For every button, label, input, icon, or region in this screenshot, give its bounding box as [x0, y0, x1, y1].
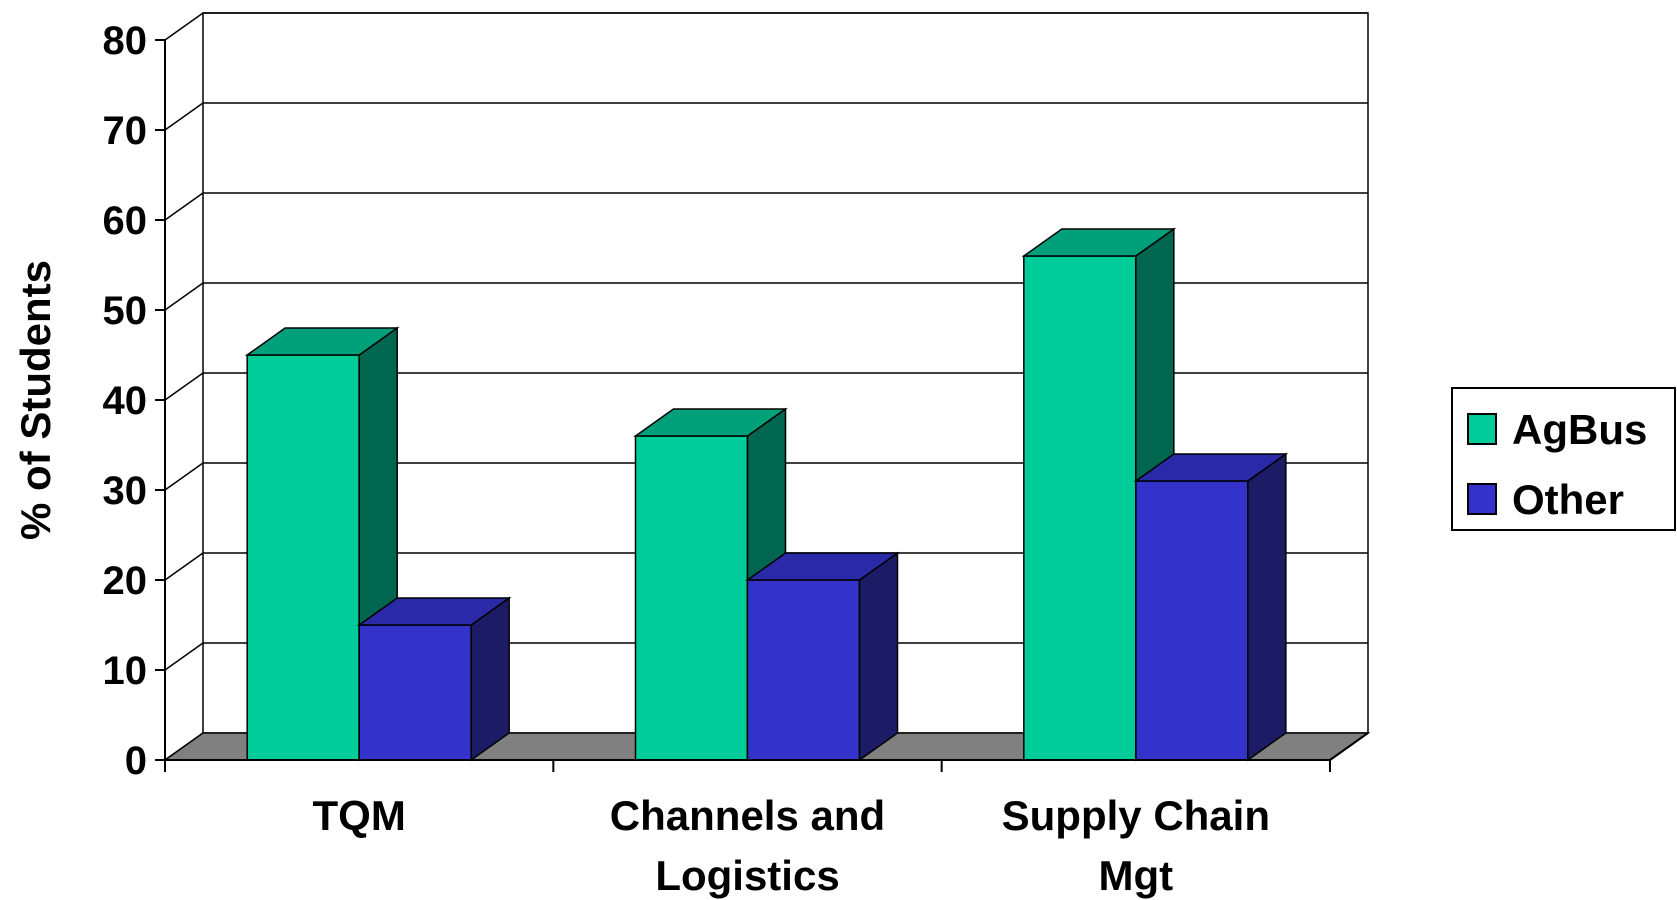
bar-front	[246, 354, 360, 761]
bar-front	[358, 624, 472, 761]
bar-front	[1023, 255, 1137, 761]
y-tick-label: 60	[103, 199, 148, 243]
gridline-side	[164, 282, 204, 311]
y-tick-label: 20	[103, 559, 148, 603]
bar-side	[858, 551, 899, 762]
y-axis-title: % of Students	[12, 260, 59, 540]
gridline-side	[164, 642, 204, 671]
gridline-side	[164, 12, 204, 41]
bar-top	[633, 408, 788, 437]
bar-top	[244, 327, 400, 356]
gridline-side	[164, 462, 204, 491]
y-tick-label: 30	[103, 469, 148, 513]
bars	[244, 227, 1289, 762]
bar-front	[1135, 480, 1249, 761]
bar-side	[470, 596, 510, 762]
y-tick-labels: 0 10 20 30 40 50 60 70 80	[103, 19, 148, 783]
y-tick-label: 40	[103, 379, 148, 423]
bar-front	[746, 579, 861, 761]
bar-front	[634, 435, 749, 761]
legend-swatch-other	[1467, 483, 1497, 515]
x-tick-label: TQM	[313, 792, 406, 839]
bar-top	[1021, 228, 1177, 257]
bar-top	[356, 597, 512, 626]
y-tick-label: 50	[103, 289, 148, 333]
bar-other-1	[745, 551, 900, 762]
gridline-side	[164, 552, 204, 581]
bar-top	[1133, 453, 1289, 482]
bar-other-2	[1133, 452, 1289, 762]
bar-side	[1247, 452, 1287, 762]
legend-swatch-agbus	[1467, 413, 1497, 445]
gridline-side	[164, 102, 204, 131]
gridline-side	[164, 192, 204, 221]
x-tick-label: Channels and Logistics	[610, 792, 885, 899]
gridline-side	[164, 372, 204, 401]
x-axis-depth	[1329, 732, 1369, 761]
x-tick-labels: TQM Channels and Logistics Supply Chain Mgt	[313, 792, 1271, 899]
x-tick-label: Supply Chain Mgt	[1002, 792, 1270, 899]
legend-label-other: Other	[1512, 476, 1624, 523]
y-tick-label: 10	[103, 649, 148, 693]
legend-label-agbus: AgBus	[1512, 406, 1647, 453]
axes	[155, 39, 1369, 772]
legend: AgBus Other	[1451, 387, 1676, 531]
y-tick-label: 80	[103, 19, 148, 63]
y-tick-label: 70	[103, 109, 148, 153]
bar-other-0	[356, 596, 512, 762]
y-tick-label: 0	[125, 739, 147, 783]
bar-top	[745, 552, 900, 581]
